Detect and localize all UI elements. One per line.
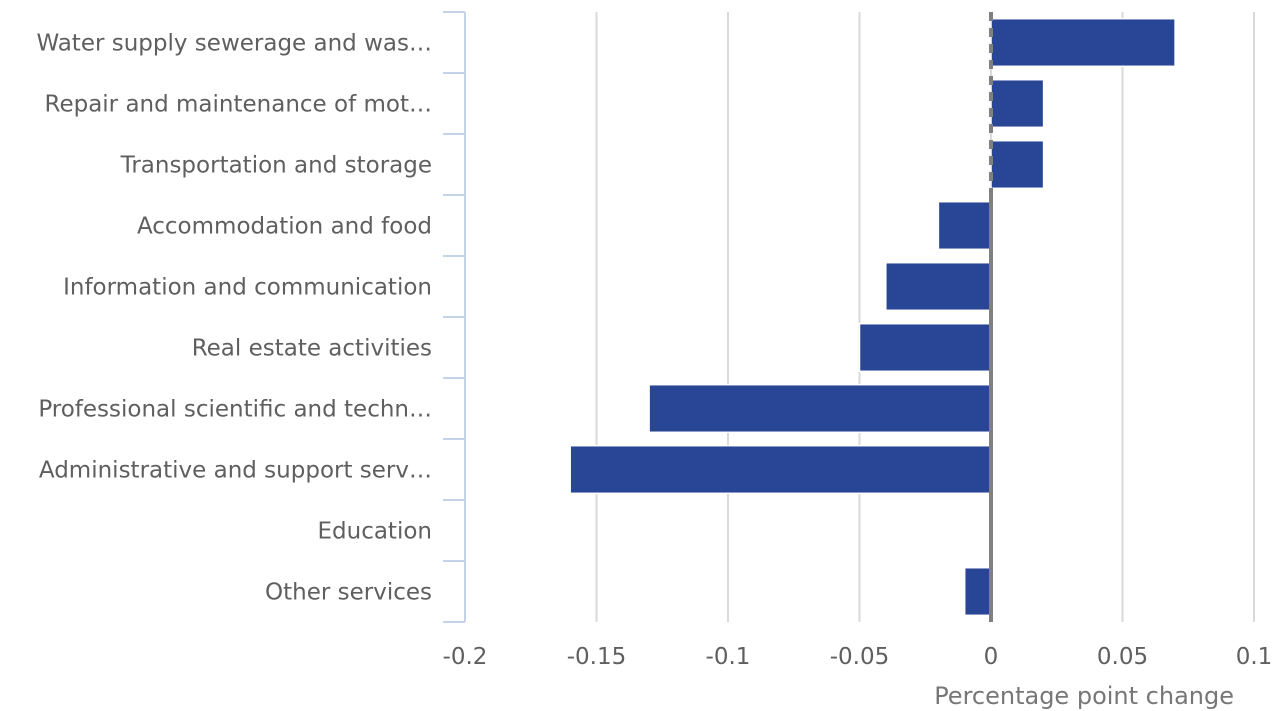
- x-tick-label: -0.05: [830, 644, 890, 670]
- bar: [937, 200, 992, 251]
- x-tick-label: -0.15: [567, 644, 627, 670]
- category-label: Water supply sewerage and was…: [36, 31, 432, 57]
- bar: [990, 139, 1045, 190]
- category-label: Information and communication: [63, 275, 432, 301]
- x-tick-label: -0.2: [443, 644, 488, 670]
- x-axis-title: Percentage point change: [934, 682, 1234, 710]
- bar: [990, 17, 1176, 68]
- category-label: Administrative and support serv…: [39, 458, 432, 484]
- category-label: Accommodation and food: [137, 214, 432, 240]
- category-label: Other services: [265, 580, 432, 606]
- category-label: Real estate activities: [192, 336, 432, 362]
- bar: [569, 444, 992, 495]
- bar: [963, 566, 992, 617]
- bars: [569, 17, 1176, 617]
- x-tick-label: 0.1: [1236, 644, 1273, 670]
- bar: [648, 383, 992, 434]
- bar: [990, 78, 1045, 129]
- category-label: Transportation and storage: [120, 153, 432, 179]
- bar: [858, 322, 992, 373]
- category-label: Education: [317, 519, 432, 545]
- x-tick-label: 0.05: [1097, 644, 1148, 670]
- x-tick-labels: -0.2 -0.15 -0.1 -0.05 0 0.05 0.1: [443, 644, 1273, 670]
- x-tick-label: -0.1: [706, 644, 751, 670]
- x-tick-label: 0: [984, 644, 999, 670]
- bar: [885, 261, 992, 312]
- category-label: Professional scientific and techn…: [38, 397, 432, 423]
- category-labels: Water supply sewerage and was… Repair and…: [36, 31, 432, 606]
- grid-lines: [595, 12, 1255, 622]
- category-label: Repair and maintenance of mot…: [45, 92, 433, 118]
- axes: [443, 11, 993, 623]
